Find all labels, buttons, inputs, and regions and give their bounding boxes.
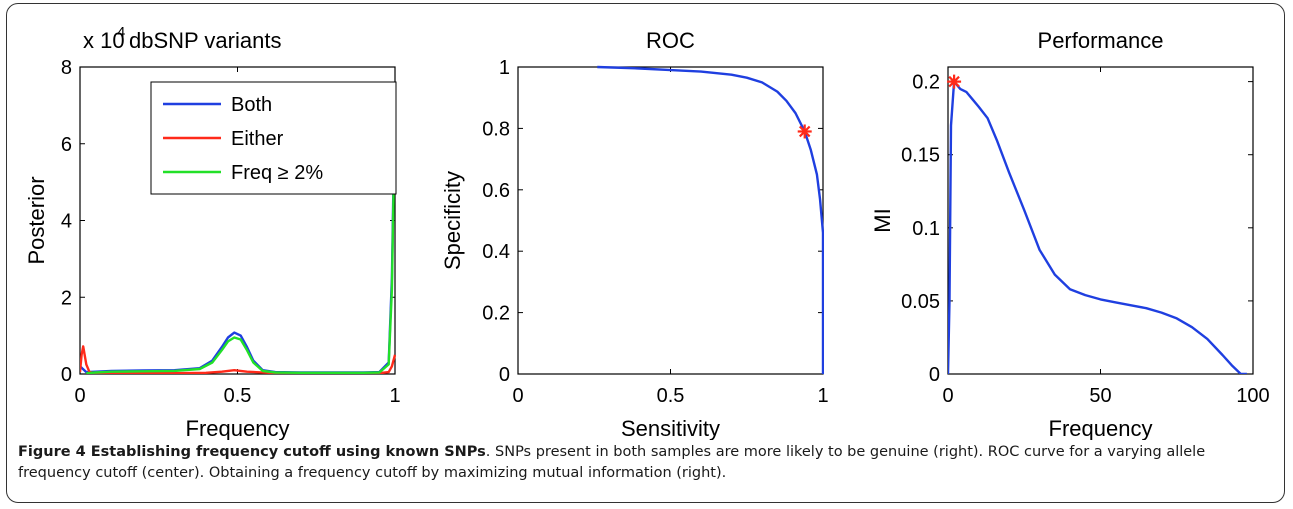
x-tick-label: 50 <box>1089 385 1111 407</box>
y-axis-label: Posterior <box>24 176 49 264</box>
caption-title: Figure 4 Establishing frequency cutoff u… <box>18 444 486 460</box>
y-tick-label: 0.2 <box>912 72 940 94</box>
y-tick-label: 0.6 <box>482 180 510 202</box>
y-tick-label: 0 <box>929 364 940 386</box>
legend: Both Either Freq ≥ 2% <box>150 81 397 195</box>
series-group <box>948 80 1247 374</box>
y-axis-label: Specificity <box>440 171 465 270</box>
y-tick-label: 0 <box>61 364 72 386</box>
figure-caption: Figure 4 Establishing frequency cutoff u… <box>18 442 1276 484</box>
chart-2: 0 0.5 1 0 0.2 0.4 0.6 0.8 1 Sensitivity Specificit… <box>440 28 829 440</box>
optimum-marker <box>797 124 812 139</box>
series-line-3 <box>86 105 396 374</box>
x-tick-label: 0.5 <box>657 385 685 407</box>
scale-factor-label: x 10 <box>83 28 125 53</box>
scale-exponent: 4 <box>117 24 125 41</box>
caption-text: . SNPs present in both samples are more … <box>18 444 1206 481</box>
y-tick-label: 0.1 <box>912 218 940 240</box>
y-tick-label: 0.4 <box>482 241 510 263</box>
y-tick-label: 6 <box>61 134 72 156</box>
chart-title: dbSNP variants <box>129 28 281 53</box>
y-tick-label: 1 <box>499 57 510 79</box>
optimum-marker <box>947 74 962 89</box>
x-tick-label: 100 <box>1236 385 1269 407</box>
plot-area <box>517 66 824 375</box>
chart-title: Performance <box>1038 28 1164 53</box>
series-line-1 <box>948 80 1247 374</box>
x-tick-label: 1 <box>817 385 828 407</box>
x-axis-label: Frequency <box>186 416 290 440</box>
legend-entry: Either <box>231 128 284 150</box>
y-tick-label: 0.8 <box>482 118 510 140</box>
chart-title: ROC <box>646 28 695 53</box>
x-tick-label: 0 <box>512 385 523 407</box>
series-group <box>597 65 824 374</box>
plot-area <box>947 66 1254 375</box>
x-tick-label: 0.5 <box>224 385 252 407</box>
chart-3: 0 50 100 0 0.05 0.1 0.15 0.2 Frequency MI Performa… <box>870 28 1270 440</box>
y-tick-label: 0.05 <box>901 291 940 313</box>
y-axis-label: MI <box>870 208 895 232</box>
series-group <box>80 89 396 374</box>
x-tick-label: 0 <box>74 385 85 407</box>
legend-entry: Freq ≥ 2% <box>231 162 323 184</box>
marker-spoke <box>798 125 811 138</box>
y-tick-label: 2 <box>61 287 72 309</box>
y-tick-label: 8 <box>61 57 72 79</box>
legend-entry: Both <box>231 94 272 116</box>
x-tick-label: 0 <box>942 385 953 407</box>
y-tick-label: 4 <box>61 211 72 233</box>
y-tick-label: 0 <box>499 364 510 386</box>
x-tick-label: 1 <box>389 385 400 407</box>
y-tick-label: 0.2 <box>482 303 510 325</box>
x-axis-label: Sensitivity <box>621 416 720 440</box>
y-tick-label: 0.15 <box>901 145 940 167</box>
x-axis-label: Frequency <box>1049 416 1153 440</box>
series-line-1 <box>597 65 824 374</box>
marker-spoke <box>948 75 960 88</box>
